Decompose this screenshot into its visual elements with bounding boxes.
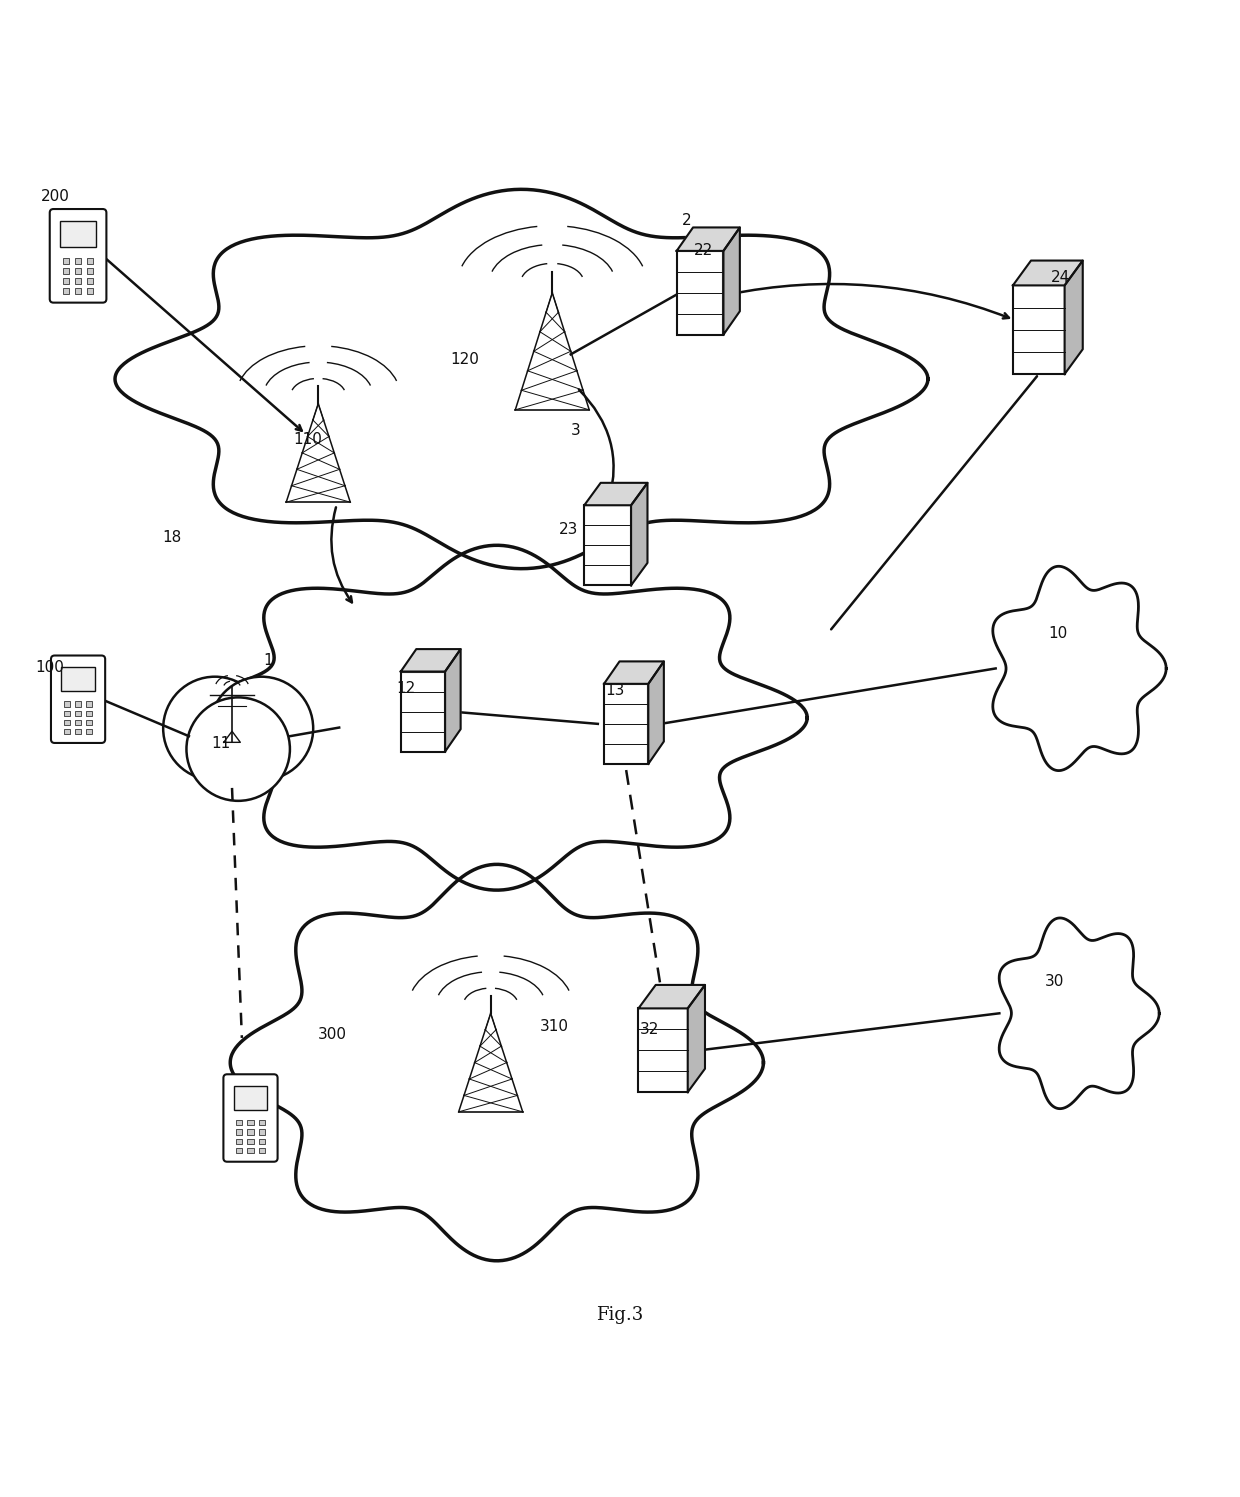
Bar (61, 222, 95, 247)
Bar (604, 684, 649, 763)
Bar (63, 268, 69, 274)
Polygon shape (445, 650, 460, 751)
Polygon shape (649, 662, 663, 763)
Bar (61, 668, 95, 692)
Polygon shape (993, 566, 1166, 771)
Bar (87, 711, 92, 716)
Polygon shape (677, 228, 740, 251)
Text: 2: 2 (682, 213, 691, 228)
Circle shape (210, 677, 314, 780)
Bar (63, 729, 69, 734)
Text: 1: 1 (263, 654, 273, 669)
Text: 13: 13 (605, 683, 625, 698)
Polygon shape (604, 662, 663, 684)
Bar (248, 1129, 253, 1135)
Bar (87, 257, 93, 263)
Polygon shape (723, 228, 740, 335)
Bar (76, 720, 81, 725)
Text: 3: 3 (570, 424, 580, 439)
Text: 10: 10 (1049, 626, 1068, 641)
Bar (87, 287, 93, 293)
Bar (237, 1120, 242, 1126)
Bar (87, 278, 93, 283)
Circle shape (164, 677, 267, 780)
Polygon shape (688, 985, 706, 1093)
Polygon shape (631, 484, 647, 585)
Bar (87, 268, 93, 274)
Bar (87, 720, 92, 725)
Bar (259, 1148, 265, 1153)
Bar (237, 1129, 242, 1135)
Polygon shape (584, 484, 647, 506)
Bar (74, 268, 82, 274)
Bar (259, 1129, 265, 1135)
Bar (248, 1120, 253, 1126)
Polygon shape (999, 918, 1159, 1109)
Bar (233, 1085, 268, 1109)
Bar (63, 278, 69, 283)
Text: 12: 12 (396, 681, 415, 696)
Bar (248, 1148, 253, 1153)
Bar (401, 672, 445, 751)
FancyBboxPatch shape (223, 1075, 278, 1162)
Polygon shape (639, 985, 706, 1009)
Text: Fig.3: Fig.3 (596, 1305, 644, 1323)
Bar (76, 702, 81, 707)
Bar (237, 1139, 242, 1144)
Polygon shape (401, 650, 460, 672)
Bar (76, 711, 81, 716)
Text: 24: 24 (1052, 271, 1070, 286)
Text: 11: 11 (211, 737, 231, 751)
Bar (1013, 286, 1065, 374)
Text: 32: 32 (640, 1022, 660, 1037)
Text: 120: 120 (450, 352, 479, 367)
Text: 310: 310 (539, 1019, 569, 1034)
Bar (248, 1139, 253, 1144)
Bar (259, 1139, 265, 1144)
Bar (63, 711, 69, 716)
Polygon shape (186, 545, 807, 891)
Bar (74, 257, 82, 263)
Text: 18: 18 (161, 530, 181, 545)
Text: 300: 300 (319, 1027, 347, 1042)
Text: 200: 200 (41, 189, 69, 204)
Polygon shape (1065, 260, 1083, 374)
Text: 23: 23 (558, 521, 578, 536)
Bar (87, 702, 92, 707)
Text: 100: 100 (35, 660, 63, 675)
Bar (63, 702, 69, 707)
Bar (63, 287, 69, 293)
Bar (237, 1148, 242, 1153)
FancyBboxPatch shape (50, 210, 107, 302)
Bar (584, 506, 631, 585)
Bar (74, 287, 82, 293)
Bar (677, 251, 723, 335)
Bar (76, 729, 81, 734)
Polygon shape (1013, 260, 1083, 286)
Circle shape (186, 698, 290, 801)
Polygon shape (115, 189, 928, 569)
FancyBboxPatch shape (51, 656, 105, 743)
Bar (639, 1009, 688, 1093)
Bar (87, 729, 92, 734)
Bar (63, 257, 69, 263)
Text: 30: 30 (1045, 973, 1064, 988)
Bar (74, 278, 82, 283)
Bar (259, 1120, 265, 1126)
Text: 22: 22 (694, 244, 713, 259)
Bar (63, 720, 69, 725)
Text: 110: 110 (294, 431, 322, 446)
Polygon shape (231, 864, 764, 1260)
